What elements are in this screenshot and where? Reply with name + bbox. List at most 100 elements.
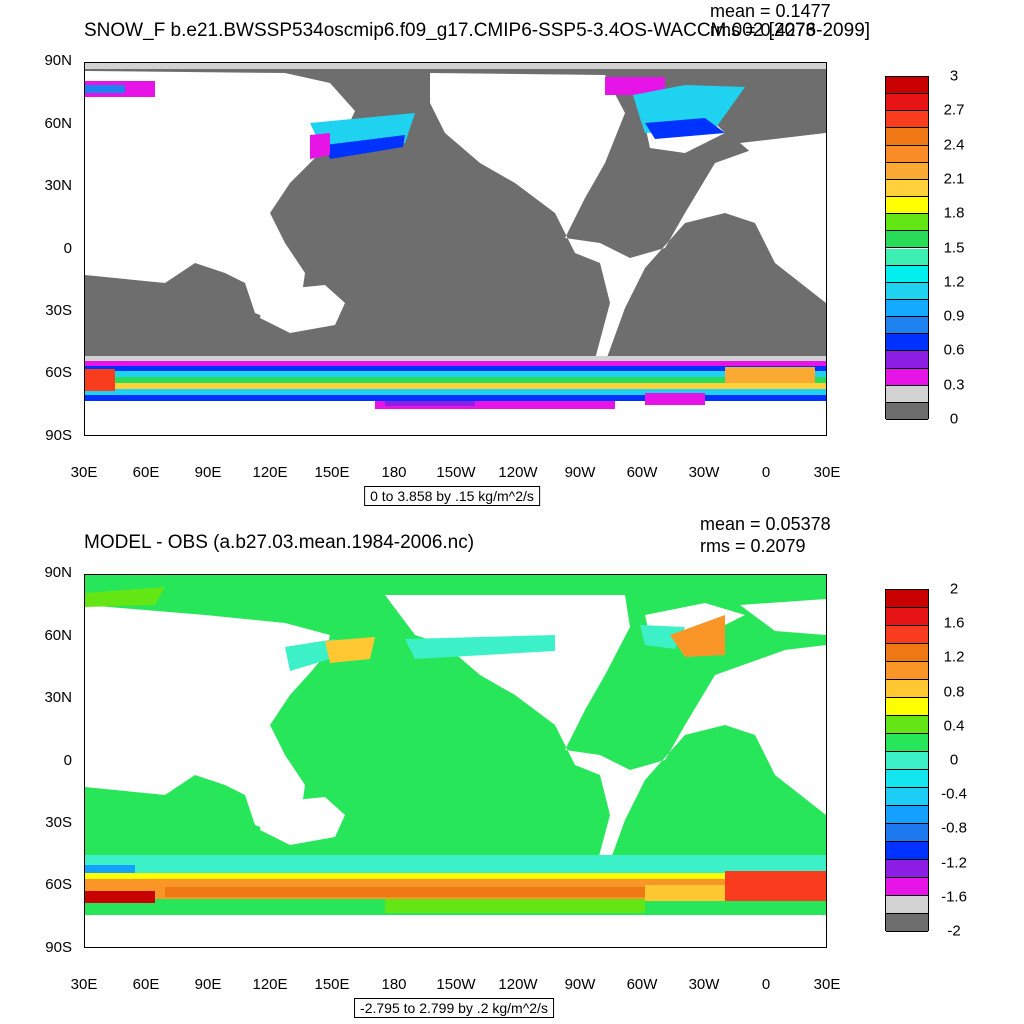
bottom-colorbar <box>885 589 929 932</box>
colorbar-label: -1.2 <box>941 854 967 872</box>
colorbar-swatch <box>886 716 928 734</box>
colorbar-label: 2.1 <box>943 170 965 188</box>
colorbar-swatch <box>886 752 928 770</box>
colorbar-label: 0.4 <box>943 717 965 735</box>
lon-label-120w: 120W <box>498 976 538 993</box>
colorbar-label: 1.8 <box>943 204 965 222</box>
lon-label-180: 180 <box>381 464 407 481</box>
lon-label-30e-end: 30E <box>813 976 841 993</box>
lon-label-30e-end: 30E <box>813 464 841 481</box>
bottom-contour-info: -2.795 to 2.799 by .2 kg/m^2/s <box>354 998 554 1018</box>
colorbar-label: 0.3 <box>943 376 965 394</box>
colorbar-label: -0.4 <box>941 785 967 803</box>
top-map-field <box>85 63 826 435</box>
top-map-title: SNOW_F b.e21.BWSSP534oscmip6.f09_g17.CMI… <box>84 20 871 41</box>
lon-label-30w: 30W <box>688 976 720 993</box>
lon-label-120e: 120E <box>252 464 288 481</box>
colorbar-label: 1.5 <box>943 239 965 256</box>
lon-label-30e: 30E <box>70 976 98 993</box>
colorbar-label: -2 <box>947 922 961 940</box>
lon-label-120w: 120W <box>498 464 538 481</box>
colorbar-swatch <box>886 878 928 896</box>
bottom-mean-stat: mean = 0.05378 <box>700 514 831 534</box>
lon-label-150w: 150W <box>436 464 476 481</box>
colorbar-label: 0 <box>949 751 959 769</box>
colorbar-label: 0.9 <box>943 307 965 325</box>
top-mean-stat: mean = 0.1477 <box>710 1 831 21</box>
lat-label-0: 0 <box>63 240 72 257</box>
colorbar-label: 0.6 <box>943 341 965 359</box>
lon-label-180: 180 <box>381 976 407 993</box>
colorbar-swatch <box>886 179 928 198</box>
bottom-map-field <box>85 575 826 947</box>
lat-label-60s: 60S <box>45 876 72 893</box>
top-contour-info: 0 to 3.858 by .15 kg/m^2/s <box>364 486 540 506</box>
bottom-map-title: MODEL - OBS (a.b27.03.mean.1984-2006.nc) <box>84 532 475 553</box>
colorbar-label: 3 <box>949 67 959 85</box>
lat-label-30n: 30N <box>44 689 72 706</box>
lon-label-150e: 150E <box>314 976 350 993</box>
lon-label-60w: 60W <box>626 976 658 993</box>
colorbar-swatch <box>886 662 928 680</box>
lon-label-0: 0 <box>761 464 771 481</box>
top-map-panel: SNOW_F b.e21.BWSSP534oscmip6.f09_g17.CMI… <box>44 1 965 506</box>
colorbar-swatch <box>886 914 928 932</box>
lat-label-90n: 90N <box>44 564 72 581</box>
lat-label-60n: 60N <box>44 627 72 644</box>
colorbar-label: 1.2 <box>943 273 965 291</box>
colorbar-swatch <box>886 402 928 420</box>
top-rms-stat: rms = 0.4273 <box>710 20 816 40</box>
colorbar-swatch <box>886 248 928 266</box>
lat-label-90n: 90N <box>44 52 72 69</box>
lat-label-30s: 30S <box>45 302 72 319</box>
colorbar-swatch <box>886 368 928 386</box>
colorbar-label: 2.4 <box>943 136 965 154</box>
colorbar-swatch <box>886 698 928 716</box>
colorbar-swatch <box>886 111 928 129</box>
bottom-map-frame <box>84 574 827 948</box>
colorbar-swatch <box>886 214 928 232</box>
colorbar-swatch <box>886 734 928 752</box>
colorbar-swatch <box>886 351 928 369</box>
colorbar-swatch <box>886 128 928 146</box>
lon-label-90w: 90W <box>564 976 596 993</box>
lat-label-90s: 90S <box>45 427 72 444</box>
colorbar-swatch <box>886 860 928 878</box>
colorbar-swatch <box>886 282 928 300</box>
top-colorbar <box>885 76 929 420</box>
colorbar-swatch <box>886 265 928 283</box>
lon-label-150e: 150E <box>314 464 350 481</box>
colorbar-swatch <box>886 317 928 335</box>
top-map-frame <box>84 62 827 436</box>
colorbar-label: -1.6 <box>941 888 967 906</box>
bottom-map-panel: MODEL - OBS (a.b27.03.mean.1984-2006.nc)… <box>0 512 1024 1024</box>
lon-label-120e: 120E <box>252 976 288 993</box>
colorbar-swatch <box>886 231 928 249</box>
lat-label-30n: 30N <box>44 177 72 194</box>
lon-label-30w: 30W <box>688 464 720 481</box>
colorbar-label: 2 <box>949 580 959 598</box>
lon-label-90w: 90W <box>564 464 596 481</box>
lon-label-60e: 60E <box>132 976 160 993</box>
colorbar-swatch <box>886 299 928 318</box>
lat-label-90s: 90S <box>45 939 72 956</box>
colorbar-swatch <box>886 385 928 403</box>
colorbar-swatch <box>886 788 928 806</box>
bottom-rms-stat: rms = 0.2079 <box>700 536 806 556</box>
colorbar-swatch <box>886 608 928 626</box>
colorbar-label: 1.2 <box>943 648 965 666</box>
colorbar-swatch <box>886 626 928 644</box>
colorbar-swatch <box>886 896 928 914</box>
colorbar-swatch <box>886 842 928 860</box>
colorbar-swatch <box>886 94 928 112</box>
colorbar-swatch <box>886 770 928 788</box>
colorbar-swatch <box>886 162 928 180</box>
colorbar-label: 2.7 <box>943 101 965 119</box>
lat-label-0: 0 <box>63 752 72 769</box>
colorbar-swatch <box>886 197 928 215</box>
colorbar-label: -0.8 <box>941 819 967 837</box>
lon-label-60w: 60W <box>626 464 658 481</box>
colorbar-swatch <box>886 334 928 352</box>
colorbar-swatch <box>886 145 928 163</box>
colorbar-swatch <box>886 806 928 824</box>
